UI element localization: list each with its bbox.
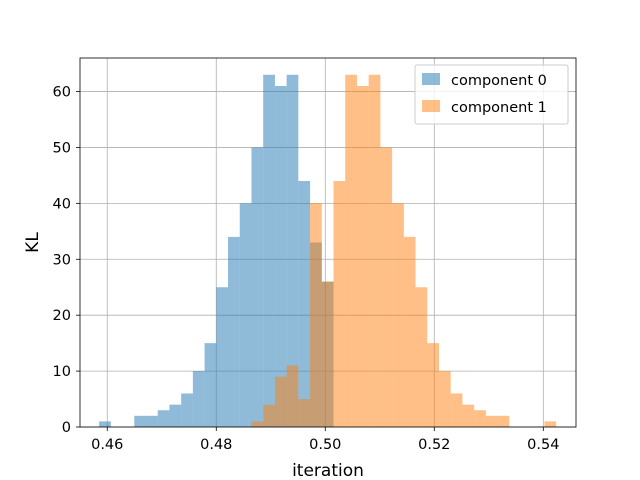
plot-frame (79, 57, 577, 428)
bar-series-0-14 (263, 74, 275, 427)
y-tick-label-1: 10 (53, 364, 71, 380)
bar-series-0-10 (216, 287, 229, 427)
bar-series-0-9 (204, 343, 217, 427)
bar-series-1-9 (356, 85, 369, 428)
bar-series-1-8 (345, 74, 357, 427)
y-axis-label: KL (23, 232, 43, 253)
bar-series-1-3 (286, 365, 299, 427)
bar-series-1-19 (474, 410, 486, 427)
bar-series-0-11 (228, 236, 240, 427)
bar-series-0-13 (251, 147, 264, 428)
bar-series-0-16 (286, 74, 299, 427)
bar-series-0-15 (274, 85, 287, 428)
y-tick-label-3: 30 (53, 252, 71, 268)
bar-series-1-11 (380, 147, 393, 428)
bar-series-1-18 (462, 404, 475, 427)
bar-series-1-15 (427, 343, 439, 427)
x-tick-label-1: 0.48 (200, 437, 232, 453)
bar-series-1-4 (298, 399, 311, 427)
y-tick-label-2: 20 (53, 308, 71, 324)
bar-series-1-7 (333, 181, 346, 427)
legend-label-component-0: component 0 (451, 73, 547, 89)
x-tick-label-3: 0.52 (418, 437, 450, 453)
y-tick-label-4: 40 (53, 196, 71, 212)
bar-series-0-5 (157, 410, 170, 427)
bar-series-1-14 (415, 287, 428, 427)
bar-series-1-1 (263, 404, 275, 427)
legend: component 0 component 1 (414, 64, 569, 125)
x-tick-label-2: 0.50 (309, 437, 341, 453)
y-tick-label-0: 0 (62, 420, 71, 436)
bars (99, 74, 557, 428)
axis-ticks: 0.46 0.48 0.50 0.52 0.54 0 10 20 30 40 50 60 (53, 85, 560, 453)
bar-series-1-2 (274, 376, 287, 427)
bar-series-0-17 (298, 181, 311, 427)
bar-series-1-21 (497, 415, 510, 427)
bar-series-0-8 (192, 371, 205, 427)
x-axis-label: iteration (292, 461, 364, 480)
legend-swatch-component-1 (422, 100, 440, 112)
bar-series-1-0 (251, 421, 264, 427)
bar-series-0-4 (146, 415, 158, 427)
legend-label-component-1: component 1 (451, 100, 547, 116)
bar-series-1-6 (321, 281, 334, 427)
bar-series-1-16 (438, 371, 451, 427)
bar-series-0-12 (239, 203, 252, 427)
y-tick-label-6: 60 (53, 85, 71, 101)
bar-series-1-25 (544, 421, 557, 427)
bar-series-1-17 (450, 393, 463, 427)
bar-series-1-20 (485, 415, 498, 427)
bar-series-1-12 (392, 203, 404, 427)
bar-series-0-3 (134, 415, 147, 427)
bar-series-0-7 (181, 393, 193, 427)
legend-box (414, 64, 569, 125)
x-tick-label-0: 0.46 (91, 437, 123, 453)
bar-series-0-6 (169, 404, 182, 427)
bar-series-1-10 (368, 74, 381, 427)
bar-series-1-13 (403, 236, 416, 427)
x-tick-label-4: 0.54 (527, 437, 559, 453)
bar-series-0-0 (99, 421, 111, 427)
y-tick-label-5: 50 (53, 140, 71, 156)
bar-series-1-5 (310, 203, 322, 427)
legend-swatch-component-0 (422, 73, 440, 85)
